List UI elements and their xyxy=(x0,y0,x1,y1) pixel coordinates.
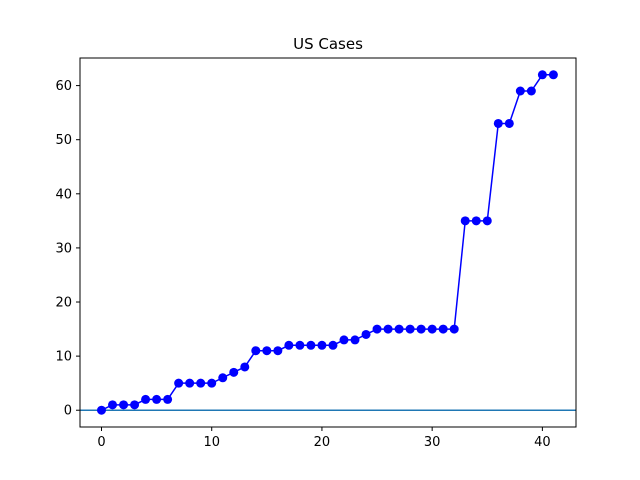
x-tick-label: 30 xyxy=(424,435,441,450)
x-tick-label: 40 xyxy=(534,435,551,450)
series-layer xyxy=(96,70,558,415)
data-point xyxy=(350,335,360,345)
data-point xyxy=(207,378,217,388)
data-point xyxy=(218,373,228,383)
data-point xyxy=(372,324,382,334)
plot-area-frame xyxy=(79,57,577,428)
y-tick-label: 30 xyxy=(55,241,72,256)
data-point xyxy=(460,216,470,226)
data-point xyxy=(361,329,371,339)
y-axis-ticks: 0 10 20 30 40 50 60 xyxy=(55,79,80,419)
data-point xyxy=(405,324,415,334)
y-tick-label: 60 xyxy=(55,79,72,94)
data-point xyxy=(471,216,481,226)
y-tick-label: 0 xyxy=(64,404,72,419)
data-point xyxy=(273,346,283,356)
data-point xyxy=(284,340,294,350)
data-point xyxy=(163,394,173,404)
data-point xyxy=(295,340,305,350)
data-point xyxy=(96,405,106,415)
data-point xyxy=(515,86,525,96)
x-axis-ticks: 0 10 20 30 40 xyxy=(97,427,551,450)
data-point xyxy=(526,86,536,96)
data-point xyxy=(251,346,261,356)
data-point xyxy=(394,324,404,334)
chart-title: US Cases xyxy=(293,35,363,53)
data-point xyxy=(229,367,239,377)
data-point xyxy=(119,400,129,410)
data-point xyxy=(493,118,503,128)
data-point xyxy=(537,70,547,80)
data-point xyxy=(240,362,250,372)
data-point xyxy=(185,378,195,388)
data-point xyxy=(108,400,118,410)
data-point xyxy=(482,216,492,226)
data-point xyxy=(339,335,349,345)
data-point xyxy=(196,378,206,388)
data-point xyxy=(317,340,327,350)
data-point xyxy=(174,378,184,388)
data-point xyxy=(262,346,272,356)
data-point xyxy=(383,324,393,334)
data-point xyxy=(306,340,316,350)
data-point xyxy=(449,324,459,334)
data-point xyxy=(427,324,437,334)
data-point xyxy=(328,340,338,350)
y-tick-label: 50 xyxy=(55,133,72,148)
x-tick-label: 10 xyxy=(203,435,220,450)
y-tick-label: 10 xyxy=(55,350,72,365)
x-tick-label: 20 xyxy=(314,435,331,450)
data-point xyxy=(130,400,140,410)
data-point xyxy=(438,324,448,334)
data-point xyxy=(504,118,514,128)
data-point xyxy=(548,70,558,80)
x-tick-label: 0 xyxy=(97,435,105,450)
data-point xyxy=(141,394,151,404)
y-tick-label: 40 xyxy=(55,187,72,202)
data-point xyxy=(416,324,426,334)
y-tick-label: 20 xyxy=(55,296,72,311)
data-point xyxy=(152,394,162,404)
